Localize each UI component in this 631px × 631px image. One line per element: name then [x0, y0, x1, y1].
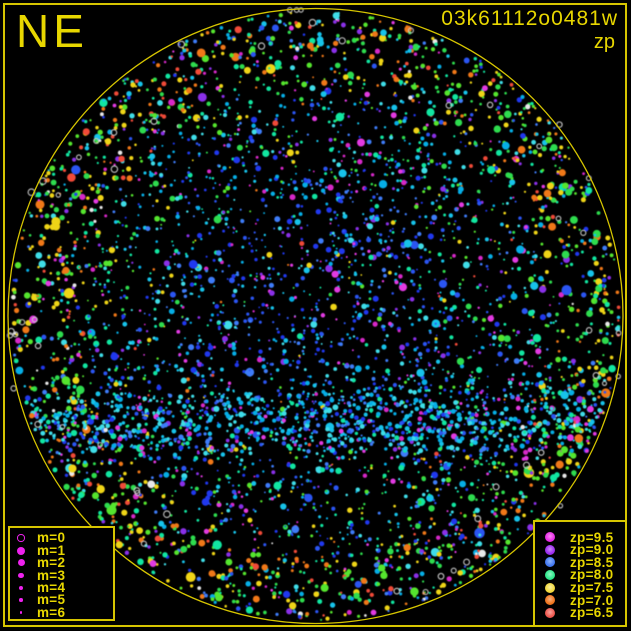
star-field [6, 7, 622, 621]
marker-cell [10, 572, 32, 579]
marker-cell [10, 611, 32, 614]
legend-m-label: m=0 [37, 530, 66, 546]
magnitude-marker-icon [17, 546, 25, 555]
marker-cell [535, 557, 565, 568]
legend-m-label: m=2 [37, 555, 66, 571]
legend-m-row: m=0 [10, 530, 113, 546]
zp-color-marker-icon [545, 607, 555, 618]
magnitude-marker-icon [18, 585, 24, 590]
colorbar-mode-label: zp [593, 31, 615, 53]
legend-m-row: m=6 [10, 604, 113, 620]
legend-m-label: m=4 [37, 580, 66, 596]
legend-zp-row: zp=9.0 [535, 542, 625, 558]
plate-id-label: 03k61112o0481w [441, 7, 618, 30]
marker-cell [10, 546, 32, 555]
legend-zp-label: zp=6.5 [570, 605, 614, 621]
magnitude-marker-icon [19, 611, 23, 614]
legend-zp-label: zp=9.5 [570, 529, 614, 545]
legend-m-label: m=3 [37, 567, 66, 583]
marker-cell [535, 582, 565, 593]
zp-color-marker-icon [545, 595, 555, 606]
marker-cell [10, 534, 32, 542]
legend-m-row: m=1 [10, 542, 113, 558]
legend-zp-label: zp=7.5 [570, 579, 614, 595]
legend-zp-label: zp=8.0 [570, 567, 614, 583]
zeropoint-legend: zp=9.5 zp=9.0 zp=8.5 zp=8.0 zp=7.5 zp=7.… [533, 520, 627, 627]
legend-zp-row: zp=7.5 [535, 581, 625, 594]
magnitude-marker-icon [17, 559, 25, 567]
legend-m-label: m=5 [37, 592, 66, 608]
marker-cell [535, 595, 565, 606]
legend-zp-row: zp=9.5 [535, 531, 625, 544]
marker-cell [535, 570, 565, 581]
magnitude-marker-icon [18, 572, 24, 579]
magnitude-marker-icon [17, 534, 25, 542]
legend-m-row: m=5 [10, 592, 113, 608]
legend-zp-label: zp=8.5 [570, 554, 614, 570]
quadrant-label: NE [16, 5, 88, 57]
zp-color-marker-icon [545, 582, 555, 593]
zp-color-marker-icon [545, 532, 555, 543]
legend-zp-row: zp=7.0 [535, 594, 625, 607]
legend-zp-row: zp=6.5 [535, 605, 625, 621]
zp-color-marker-icon [545, 570, 555, 581]
marker-cell [535, 532, 565, 543]
zp-color-marker-icon [545, 557, 555, 568]
legend-zp-row: zp=8.0 [535, 567, 625, 583]
legend-m-row: m=2 [10, 555, 113, 571]
legend-zp-label: zp=9.0 [570, 542, 614, 558]
magnitude-marker-icon [19, 598, 23, 602]
legend-m-label: m=1 [37, 542, 66, 558]
marker-cell [10, 598, 32, 602]
legend-m-row: m=3 [10, 567, 113, 583]
legend-zp-row: zp=8.5 [535, 556, 625, 569]
magnitude-legend: m=0 m=1 m=2 m=3 m=4 m=5 m=6 [8, 526, 115, 621]
marker-cell [10, 559, 32, 567]
legend-zp-label: zp=7.0 [570, 592, 614, 608]
marker-cell [535, 607, 565, 618]
marker-cell [10, 585, 32, 590]
field-of-view-circle [7, 7, 624, 625]
zp-color-marker-icon [545, 544, 555, 555]
marker-cell [535, 544, 565, 555]
legend-m-row: m=4 [10, 580, 113, 596]
legend-m-label: m=6 [37, 604, 66, 620]
